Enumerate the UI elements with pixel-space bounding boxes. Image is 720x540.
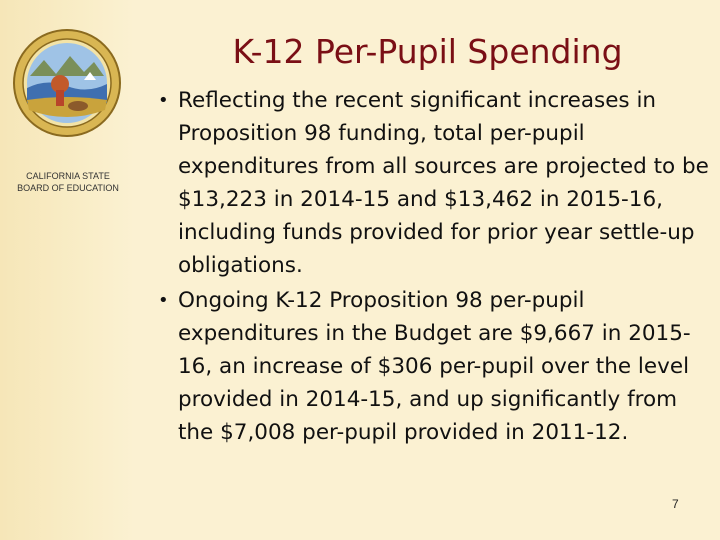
- slide-title: K-12 Per-Pupil Spending: [232, 32, 623, 71]
- bullet-list: • Reflecting the recent significant incr…: [158, 84, 716, 451]
- page-number: 7: [672, 497, 679, 511]
- board-name-line1: CALIFORNIA STATE: [26, 171, 110, 181]
- bullet-text: Reflecting the recent significant increa…: [178, 88, 709, 278]
- bullet-dot-icon: •: [158, 290, 169, 311]
- board-name-line2: BOARD OF EDUCATION: [17, 183, 119, 193]
- bullet-item: • Ongoing K-12 Proposition 98 per-pupil …: [158, 284, 716, 449]
- bullet-text: Ongoing K-12 Proposition 98 per-pupil ex…: [178, 288, 691, 445]
- bullet-item: • Reflecting the recent significant incr…: [158, 84, 716, 282]
- board-name: CALIFORNIA STATE BOARD OF EDUCATION: [4, 170, 132, 194]
- sidebar: CALIFORNIA STATE BOARD OF EDUCATION: [0, 0, 135, 540]
- bullet-dot-icon: •: [158, 90, 169, 111]
- california-state-seal-icon: [13, 29, 121, 137]
